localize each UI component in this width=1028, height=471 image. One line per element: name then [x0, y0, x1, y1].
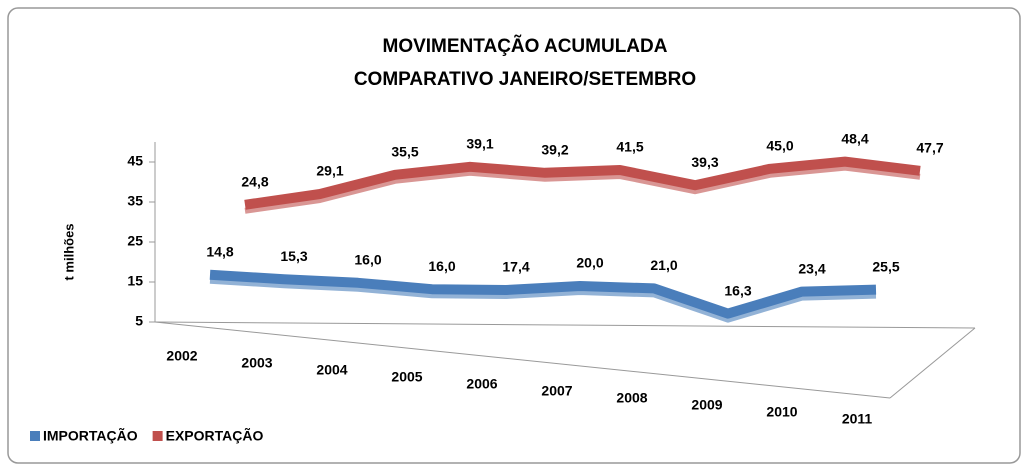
y-tick-label: 35 — [127, 193, 143, 209]
y-tick-label: 5 — [135, 313, 143, 329]
data-label: 39,2 — [541, 142, 568, 158]
legend-label: EXPORTAÇÃO — [166, 427, 264, 444]
legend-swatch — [30, 431, 40, 441]
data-label: 20,0 — [576, 255, 603, 271]
y-tick-label: 25 — [127, 233, 143, 249]
floor — [154, 321, 976, 399]
data-label: 39,1 — [466, 136, 493, 152]
x-tick-label: 2003 — [241, 355, 272, 371]
data-label: 48,4 — [841, 130, 868, 146]
data-label: 35,5 — [391, 144, 418, 160]
legend-label: IMPORTAÇÃO — [43, 427, 138, 444]
data-label: 29,1 — [316, 163, 343, 179]
legend-swatch — [152, 431, 163, 441]
data-label: 25,5 — [872, 258, 899, 274]
data-label: 14,8 — [206, 244, 233, 260]
series-line — [209, 269, 877, 319]
x-tick-label: 2006 — [466, 376, 497, 392]
x-tick-label: 2007 — [541, 383, 572, 399]
x-tick-label: 2008 — [616, 390, 647, 406]
x-tick-label: 2004 — [316, 362, 347, 378]
data-label: 41,5 — [616, 139, 643, 155]
data-label: 16,0 — [428, 258, 455, 274]
data-label: 23,4 — [798, 260, 825, 276]
y-tick-label: 45 — [127, 153, 143, 169]
series-line — [244, 156, 921, 210]
x-tick-label: 2002 — [166, 348, 197, 364]
y-axis-label: t milhões — [61, 223, 76, 280]
data-label: 24,8 — [241, 174, 268, 190]
ribbon-side — [209, 277, 877, 323]
data-label: 45,0 — [766, 138, 793, 154]
x-tick-label: 2010 — [766, 404, 797, 420]
data-label: 16,3 — [724, 282, 751, 298]
data-label: 16,0 — [354, 252, 381, 268]
data-label: 39,3 — [691, 154, 718, 170]
y-tick-label: 15 — [127, 273, 143, 289]
x-tick-label: 2009 — [691, 397, 722, 413]
chart-subtitle: COMPARATIVO JANEIRO/SETEMBRO — [354, 69, 696, 90]
ribbon-side — [244, 164, 921, 214]
data-label: 15,3 — [280, 248, 307, 264]
data-label: 17,4 — [502, 259, 529, 275]
data-label: 47,7 — [916, 140, 943, 156]
chart-title: MOVIMENTAÇÃO ACUMULADA — [383, 35, 668, 57]
x-tick-label: 2005 — [391, 369, 422, 385]
chart-frame — [7, 7, 1021, 464]
x-tick-label: 2011 — [842, 411, 873, 427]
data-label: 21,0 — [650, 257, 677, 273]
